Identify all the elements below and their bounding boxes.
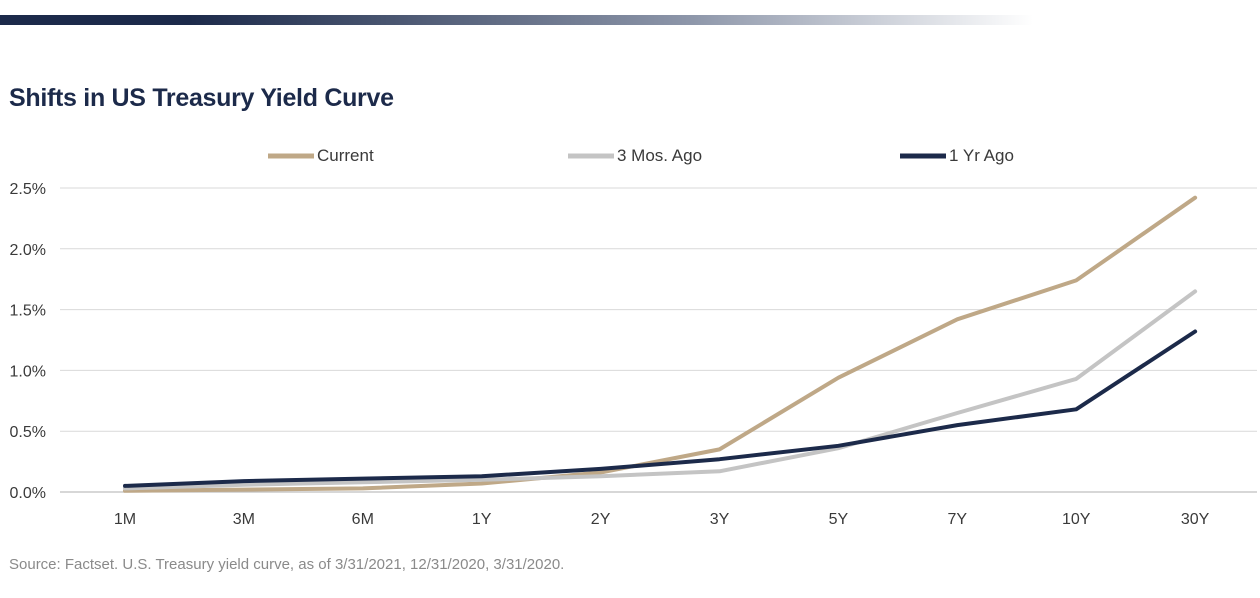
y-tick-label: 2.5%	[10, 181, 46, 198]
x-tick-label: 7Y	[948, 511, 968, 528]
y-tick-label: 1.5%	[10, 303, 46, 320]
x-tick-label: 30Y	[1181, 511, 1210, 528]
x-tick-label: 6M	[352, 511, 374, 528]
axes: 0.0% 0.5% 1.0% 1.5% 2.0% 2.5% 1M 3M 6M 1Y 2Y 3Y 5Y 7Y…	[10, 181, 1257, 528]
x-tick-label: 3Y	[710, 511, 730, 528]
x-tick-label: 3M	[233, 511, 255, 528]
series-lines	[123, 195, 1198, 493]
legend-label: 3 Mos. Ago	[617, 146, 702, 165]
series-line	[123, 195, 1198, 493]
y-tick-label: 1.0%	[10, 363, 46, 380]
x-tick-label: 10Y	[1062, 511, 1091, 528]
chart-title: Shifts in US Treasury Yield Curve	[9, 84, 394, 112]
x-tick-label: 2Y	[591, 511, 611, 528]
header-accent-bar	[0, 15, 1260, 25]
source-note: Source: Factset. U.S. Treasury yield cur…	[9, 556, 565, 573]
series-line	[123, 329, 1198, 488]
legend-label: 1 Yr Ago	[949, 146, 1014, 165]
legend: Current 3 Mos. Ago 1 Yr Ago	[268, 146, 1014, 165]
x-tick-label: 1Y	[472, 511, 492, 528]
y-tick-label: 0.5%	[10, 424, 46, 441]
y-tick-label: 0.0%	[10, 485, 46, 502]
x-tick-label: 5Y	[829, 511, 849, 528]
x-tick-label: 1M	[114, 511, 136, 528]
legend-label: Current	[317, 146, 374, 165]
gridlines	[60, 187, 1257, 432]
y-tick-label: 2.0%	[10, 242, 46, 259]
series-line	[123, 289, 1198, 491]
